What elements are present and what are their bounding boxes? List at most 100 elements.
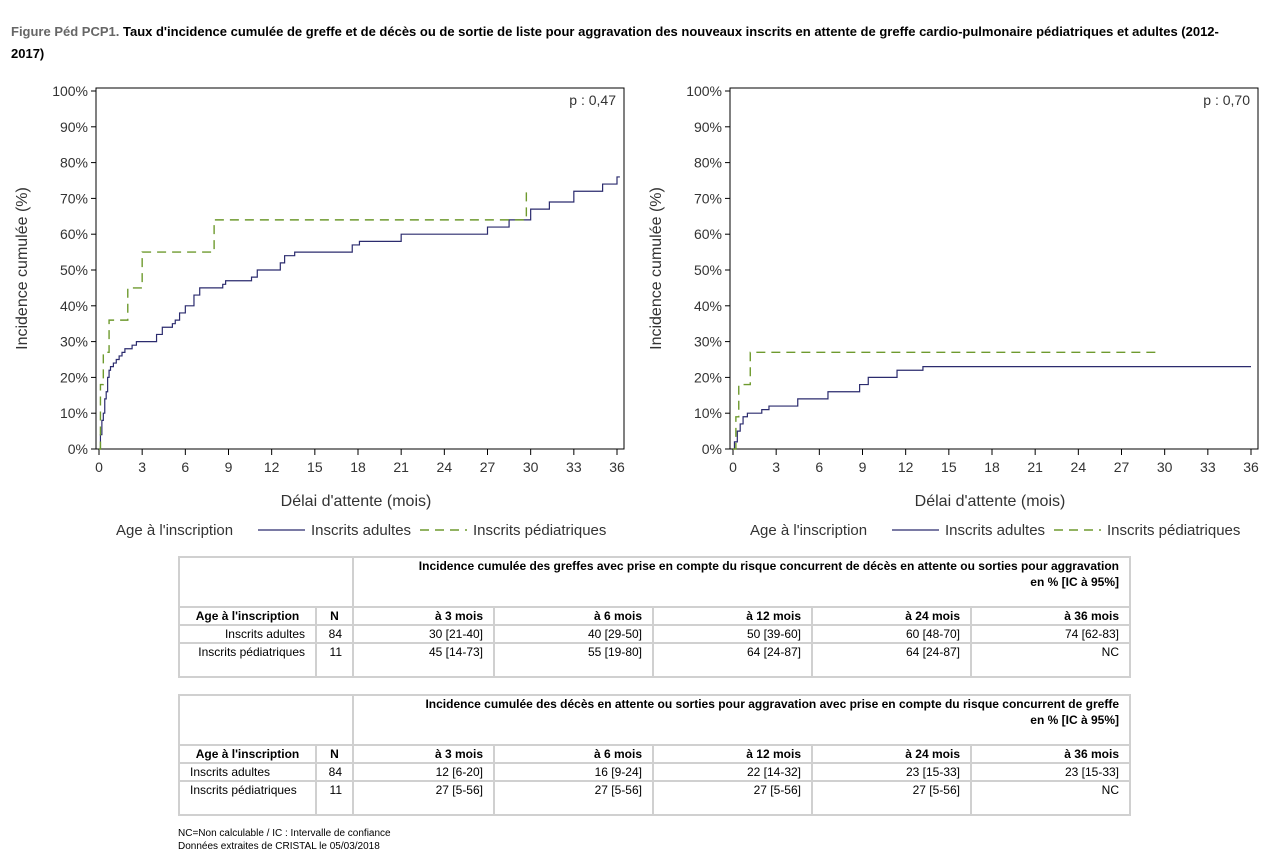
x-tick-label: 36 (609, 459, 625, 475)
cell-36m: NC (970, 780, 1131, 816)
cell-24m: 27 [5-56] (811, 780, 972, 816)
row-label: Inscrits pédiatriques (178, 642, 317, 678)
graft-incidence-table: Incidence cumulée des greffes avec prise… (178, 556, 1131, 678)
cell-6m: 40 [29-50] (493, 624, 654, 644)
y-tick-label: 10% (694, 405, 722, 421)
cell-6m: 55 [19-80] (493, 642, 654, 678)
y-tick-label: 70% (694, 190, 722, 206)
table-ci-note: en % [IC à 95%] (1030, 575, 1119, 589)
col-header-6m: à 6 mois (493, 744, 654, 764)
y-tick-label: 20% (694, 369, 722, 385)
x-tick-label: 18 (984, 459, 1000, 475)
legend-label-pediatric: Inscrits pédiatriques (473, 522, 606, 539)
cell-3m: 27 [5-56] (352, 780, 495, 816)
figure-title-text: Taux d'incidence cumulée de greffe et de… (11, 24, 1219, 61)
y-tick-label: 40% (694, 298, 722, 314)
table-corner (178, 556, 354, 608)
series-line-pediatric (733, 351, 1161, 450)
cell-24m: 64 [24-87] (811, 642, 972, 678)
x-tick-label: 3 (772, 459, 780, 475)
y-tick-label: 30% (694, 334, 722, 350)
row-n: 11 (315, 642, 354, 678)
footnotes: NC=Non calculable / IC : Intervalle de c… (178, 827, 391, 853)
legend-label-adult: Inscrits adultes (945, 522, 1045, 539)
row-n: 11 (315, 780, 354, 816)
table-ci-note: en % [IC à 95%] (1030, 713, 1119, 727)
footnote-abbreviations: NC=Non calculable / IC : Intervalle de c… (178, 828, 391, 839)
col-header-6m: à 6 mois (493, 606, 654, 626)
series-line-pediatric (99, 187, 528, 450)
cell-12m: 64 [24-87] (652, 642, 813, 678)
cell-3m: 45 [14-73] (352, 642, 495, 678)
col-header-36m: à 36 mois (970, 744, 1131, 764)
col-header-age: Age à l'inscription (178, 744, 317, 764)
y-axis-label: Incidence cumulée (%) (14, 187, 31, 350)
y-tick-label: 90% (60, 119, 88, 135)
col-header-3m: à 3 mois (352, 606, 495, 626)
col-header-12m: à 12 mois (652, 744, 813, 764)
x-tick-label: 9 (859, 459, 867, 475)
legend-title: Age à l'inscription (116, 522, 233, 539)
table-corner (178, 694, 354, 746)
x-tick-label: 12 (898, 459, 914, 475)
x-tick-label: 21 (1027, 459, 1043, 475)
x-tick-label: 24 (437, 459, 453, 475)
col-header-n: N (315, 744, 354, 764)
col-header-age: Age à l'inscription (178, 606, 317, 626)
x-tick-label: 30 (1157, 459, 1173, 475)
y-tick-label: 100% (52, 83, 88, 99)
cell-3m: 30 [21-40] (352, 624, 495, 644)
y-tick-label: 70% (60, 190, 88, 206)
y-tick-label: 50% (60, 262, 88, 278)
x-tick-label: 33 (1200, 459, 1216, 475)
cell-36m: NC (970, 642, 1131, 678)
cell-6m: 16 [9-24] (493, 762, 654, 782)
x-tick-label: 18 (350, 459, 366, 475)
y-tick-label: 60% (60, 226, 88, 242)
x-tick-label: 3 (138, 459, 146, 475)
col-header-n: N (315, 606, 354, 626)
cell-6m: 27 [5-56] (493, 780, 654, 816)
row-label: Inscrits adultes (178, 624, 317, 644)
figure-title: Figure Péd PCP1. Taux d'incidence cumulé… (11, 21, 1231, 65)
x-tick-label: 6 (181, 459, 189, 475)
table-row: Inscrits pédiatriques 11 45 [14-73] 55 [… (178, 642, 1131, 678)
y-tick-label: 90% (694, 119, 722, 135)
y-tick-label: 10% (60, 405, 88, 421)
x-tick-label: 21 (393, 459, 409, 475)
x-tick-label: 24 (1071, 459, 1087, 475)
series-line-adult (733, 366, 1251, 450)
plot-frame (95, 87, 625, 450)
col-header-36m: à 36 mois (970, 606, 1131, 626)
table-header-text: Incidence cumulée des décès en attente o… (425, 697, 1119, 711)
row-label: Inscrits adultes (178, 762, 317, 782)
cell-36m: 74 [62-83] (970, 624, 1131, 644)
x-tick-label: 15 (941, 459, 957, 475)
table-header: Incidence cumulée des décès en attente o… (352, 694, 1131, 746)
cell-3m: 12 [6-20] (352, 762, 495, 782)
col-header-12m: à 12 mois (652, 606, 813, 626)
row-n: 84 (315, 762, 354, 782)
y-tick-label: 50% (694, 262, 722, 278)
legend-label-pediatric: Inscrits pédiatriques (1107, 522, 1240, 539)
series-line-adult (99, 176, 620, 450)
plot-frame (729, 87, 1259, 450)
y-tick-label: 60% (694, 226, 722, 242)
p-value-annotation: p : 0,70 (1203, 92, 1250, 108)
x-tick-label: 15 (307, 459, 323, 475)
x-tick-label: 12 (264, 459, 280, 475)
col-header-3m: à 3 mois (352, 744, 495, 764)
table-header-text: Incidence cumulée des greffes avec prise… (418, 559, 1119, 573)
figure-label: Figure Péd PCP1. (11, 24, 120, 39)
x-axis-label: Délai d'attente (mois) (281, 493, 432, 510)
y-tick-label: 30% (60, 334, 88, 350)
x-axis-label: Délai d'attente (mois) (915, 493, 1066, 510)
legend-title: Age à l'inscription (750, 522, 867, 539)
cell-12m: 22 [14-32] (652, 762, 813, 782)
death-incidence-table: Incidence cumulée des décès en attente o… (178, 694, 1131, 816)
y-tick-label: 0% (702, 441, 722, 457)
y-axis-label: Incidence cumulée (%) (648, 187, 665, 350)
cell-24m: 60 [48-70] (811, 624, 972, 644)
x-tick-label: 0 (95, 459, 103, 475)
y-tick-label: 80% (60, 155, 88, 171)
